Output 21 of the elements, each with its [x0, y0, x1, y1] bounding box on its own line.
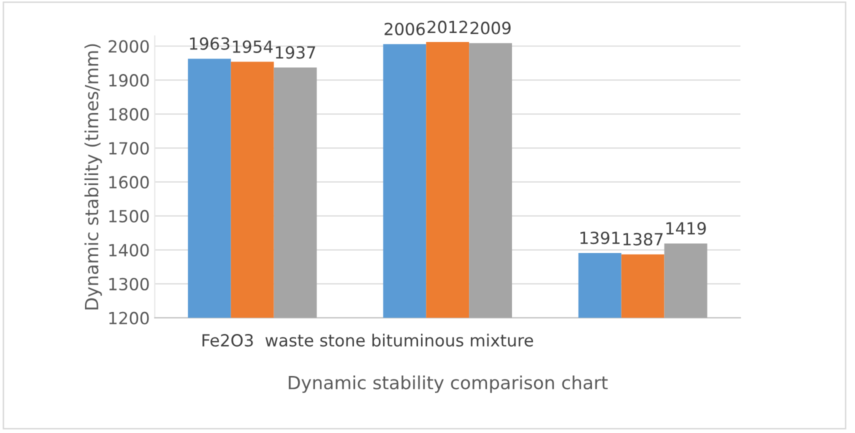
y-tick-label: 1800: [109, 108, 149, 121]
y-tick-label: 1700: [109, 142, 149, 155]
y-tick-label: 1200: [109, 312, 149, 324]
data-label: 2009: [470, 22, 511, 34]
y-tick-label: 2000: [108, 40, 149, 53]
data-label: 1963: [190, 37, 230, 50]
data-label: 2012: [428, 20, 468, 34]
x-axis-title: Dynamic stability comparison chart: [288, 375, 608, 393]
y-tick-label: 1400: [109, 244, 149, 256]
y-tick-label: 1900: [109, 74, 149, 87]
y-tick-label: 1500: [109, 210, 149, 223]
data-label: 1419: [666, 222, 706, 235]
data-label: 1937: [276, 46, 316, 59]
y-tick-label: 1600: [109, 176, 149, 189]
data-label: 2006: [384, 22, 425, 36]
y-axis-title: Dynamic stability (times/mm): [84, 44, 102, 310]
text: Fe2O3 waste stone bituminous mixture: [202, 334, 534, 347]
data-label: 1391: [580, 232, 620, 244]
y-tick-label: 1300: [109, 278, 149, 290]
data-label: 1387: [623, 232, 663, 246]
data-label: 1954: [232, 40, 273, 53]
